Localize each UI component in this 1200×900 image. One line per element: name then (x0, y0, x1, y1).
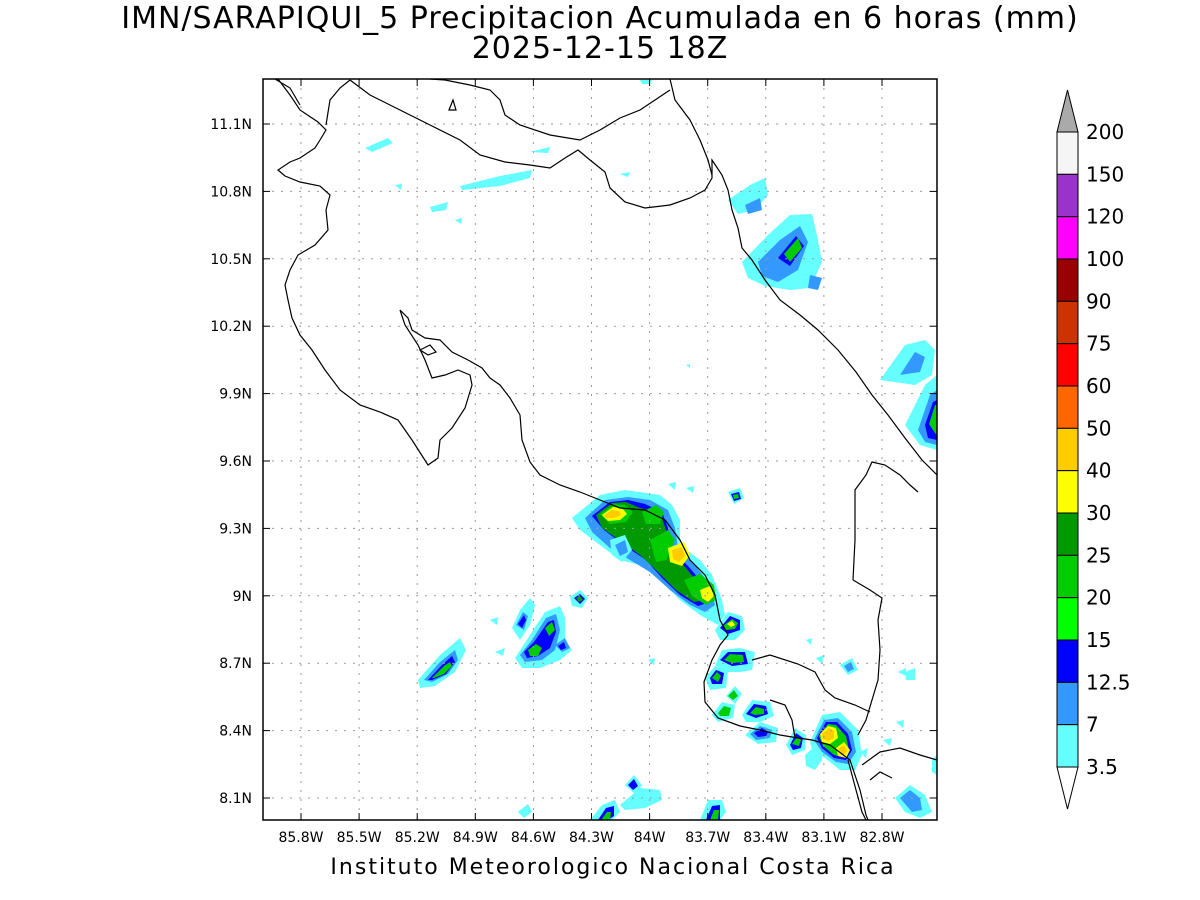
lon-label: 83.7W (685, 830, 730, 846)
coastlines (274, 79, 937, 820)
legend-label: 30 (1086, 501, 1111, 525)
legend-swatch (1056, 470, 1079, 514)
lat-label: 9.3N (219, 521, 252, 537)
legend-label: 120 (1086, 205, 1124, 229)
lat-label: 10.5N (210, 252, 252, 268)
legend-label: 200 (1086, 120, 1124, 144)
lat-label: 9N (233, 589, 252, 605)
legend-over-arrow (1056, 89, 1079, 133)
legend-label: 15 (1086, 628, 1111, 652)
legend-swatch (1056, 131, 1079, 175)
lat-label: 11.1N (210, 117, 252, 133)
legend-swatch (1056, 385, 1079, 429)
latitude-labels: 11.1N 10.8N 10.5N 10.2N 9.9N 9.6N 9.3N 9N 8.7N 8.… (210, 117, 252, 807)
lon-label: 84W (634, 830, 666, 846)
color-legend-labels: 200 150 120 100 90 75 60 50 40 30 25 20 15 12.5 7 3.5 (1086, 120, 1131, 779)
lon-label: 83.1W (801, 830, 846, 846)
lon-label: 85.5W (337, 830, 382, 846)
lon-label: 83.4W (743, 830, 788, 846)
footer-credit: Instituto Meteorologico Nacional Costa R… (330, 855, 896, 880)
legend-label: 100 (1086, 247, 1124, 271)
lat-label: 8.4N (219, 724, 252, 740)
legend-label: 150 (1086, 162, 1124, 186)
coordinate-grid (263, 79, 937, 820)
legend-label: 60 (1086, 374, 1111, 398)
lon-label: 85.2W (395, 830, 440, 846)
legend-swatch (1056, 300, 1079, 345)
legend-label: 7 (1086, 713, 1099, 737)
legend-under-arrow (1056, 766, 1079, 810)
legend-label: 75 (1086, 332, 1111, 356)
lat-label: 10.8N (210, 184, 252, 200)
legend-label: 90 (1086, 289, 1111, 313)
lon-label: 84.3W (569, 830, 614, 846)
lon-label: 85.8W (278, 830, 323, 846)
legend-label: 50 (1086, 416, 1111, 440)
lat-label: 8.7N (219, 656, 252, 672)
map-subtitle-date: 2025-12-15 18Z (471, 31, 729, 66)
map-frame (262, 78, 938, 821)
lon-label: 84.6W (511, 830, 556, 846)
lon-label: 84.9W (453, 830, 498, 846)
lat-label: 10.2N (210, 319, 252, 335)
legend-swatch (1056, 681, 1079, 726)
precipitation-field (365, 80, 937, 820)
legend-swatch (1056, 597, 1079, 641)
legend-swatch (1056, 554, 1079, 599)
legend-swatch (1056, 639, 1079, 683)
legend-label: 12.5 (1086, 670, 1131, 694)
legend-swatch (1056, 216, 1079, 260)
legend-label: 20 (1086, 586, 1111, 610)
color-legend (1056, 89, 1079, 810)
legend-swatch (1056, 173, 1079, 218)
lat-label: 9.9N (219, 387, 252, 403)
legend-swatch (1056, 427, 1079, 472)
lat-label: 8.1N (219, 791, 252, 807)
map-title: IMN/SARAPIQUI_5 Precipitacion Acumulada … (121, 1, 1079, 36)
axis-ticks (263, 79, 937, 820)
longitude-labels: 85.8W 85.5W 85.2W 84.9W 84.6W 84.3W 84W 83.7W 83… (278, 830, 904, 846)
lon-label: 82.8W (859, 830, 904, 846)
lat-label: 9.6N (219, 454, 252, 470)
legend-label: 3.5 (1086, 755, 1118, 779)
legend-swatch (1056, 343, 1079, 387)
legend-swatch (1056, 512, 1079, 556)
legend-swatch (1056, 724, 1079, 768)
legend-label: 40 (1086, 459, 1111, 483)
legend-swatch (1056, 258, 1079, 302)
legend-label: 25 (1086, 543, 1111, 567)
